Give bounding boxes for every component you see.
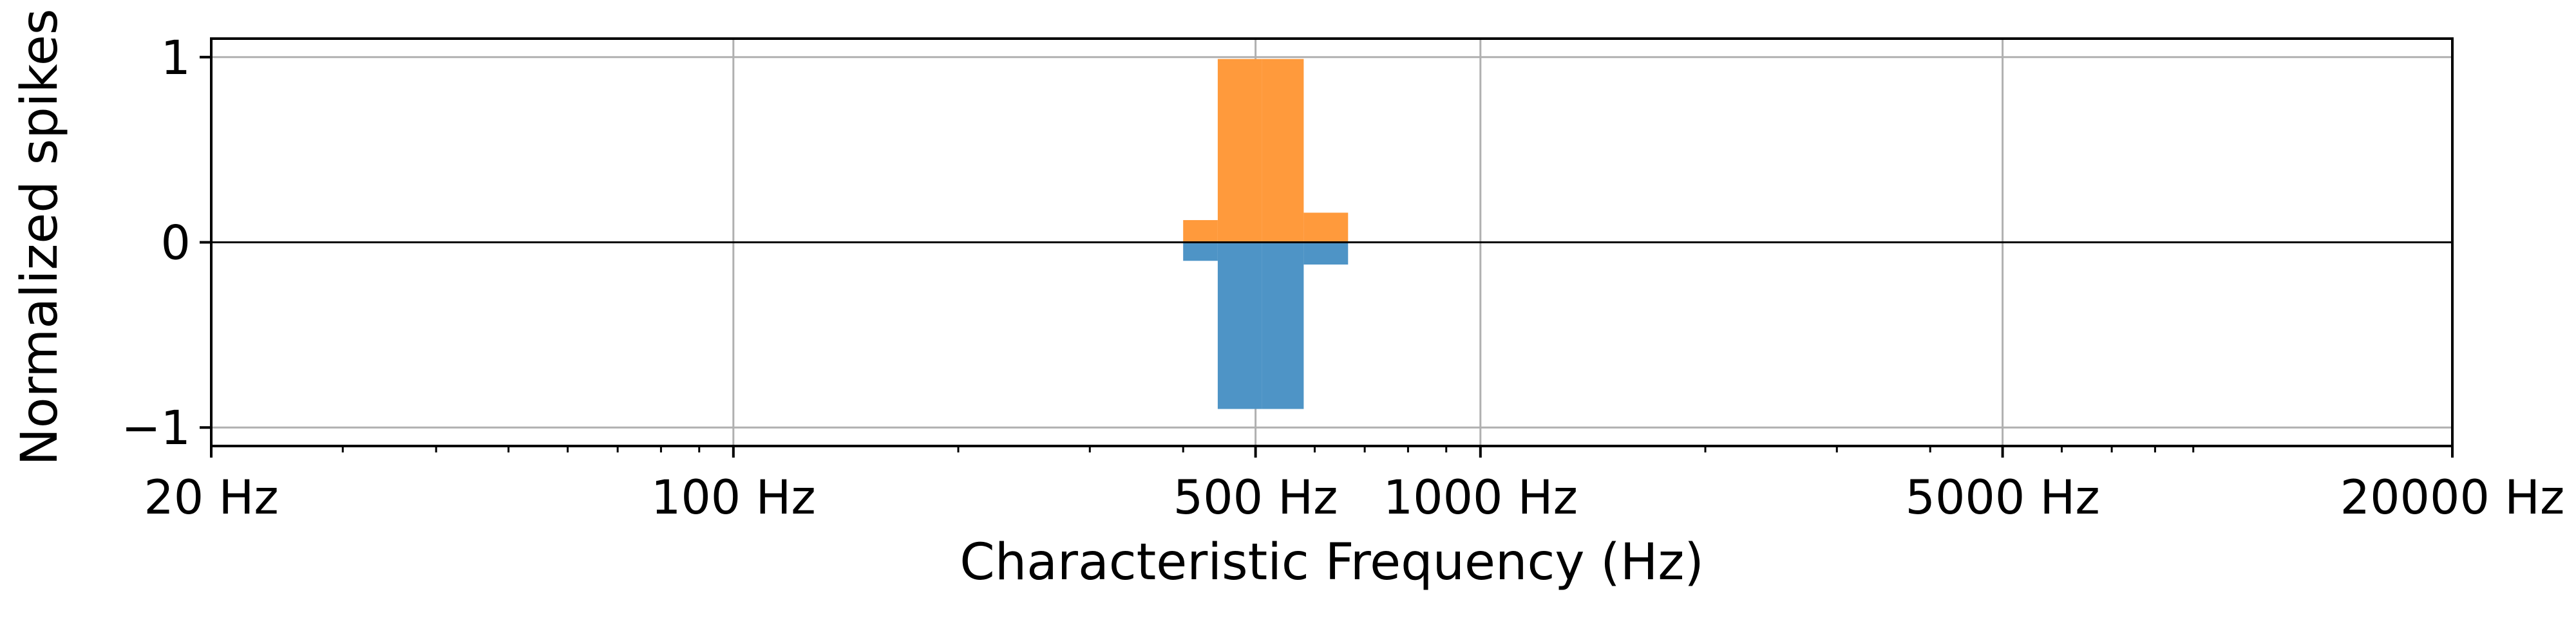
negative-bar	[1262, 242, 1304, 409]
y-tick-label: 1	[161, 31, 191, 86]
positive-bar	[1183, 219, 1218, 243]
negative-bar	[1303, 242, 1349, 265]
x-tick-label: 20000 Hz	[2340, 470, 2565, 525]
x-tick-label: 500 Hz	[1173, 470, 1338, 525]
negative-bar	[1183, 242, 1218, 261]
positive-bar	[1262, 59, 1304, 243]
positive-bar	[1217, 59, 1262, 243]
y-tick-label: 0	[161, 216, 191, 271]
ticks-layer: 20 Hz 100 Hz 500 Hz 1000 Hz 5000 Hz 20000 Hz 1…	[121, 31, 2564, 525]
x-tick-label: 100 Hz	[651, 470, 816, 525]
x-tick-label: 1000 Hz	[1383, 470, 1578, 525]
bars-layer	[1183, 59, 1349, 409]
y-axis-label: Normalized spikes	[11, 9, 69, 466]
negative-bar	[1217, 242, 1262, 409]
x-axis-label: Characteristic Frequency (Hz)	[960, 534, 1704, 591]
positive-bar	[1303, 212, 1349, 243]
x-tick-label: 20 Hz	[144, 470, 278, 525]
y-tick-label: −1	[121, 401, 191, 456]
x-tick-label: 5000 Hz	[1906, 470, 2100, 525]
